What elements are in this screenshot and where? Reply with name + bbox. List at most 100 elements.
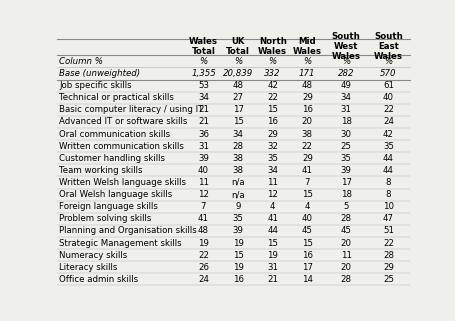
Text: 7: 7 <box>201 202 206 211</box>
Text: 29: 29 <box>302 154 313 163</box>
Text: 21: 21 <box>267 275 278 284</box>
Text: n/a: n/a <box>231 178 245 187</box>
Text: 22: 22 <box>302 142 313 151</box>
Text: 10: 10 <box>383 202 394 211</box>
Text: %: % <box>268 57 277 66</box>
Text: Strategic Management skills: Strategic Management skills <box>59 239 182 247</box>
Text: 45: 45 <box>302 226 313 235</box>
Text: 16: 16 <box>302 251 313 260</box>
Text: 35: 35 <box>233 214 243 223</box>
Text: 21: 21 <box>198 117 209 126</box>
Text: 28: 28 <box>383 251 394 260</box>
Text: 19: 19 <box>198 239 209 247</box>
Text: 24: 24 <box>198 275 209 284</box>
Text: 15: 15 <box>233 117 243 126</box>
Text: 20,839: 20,839 <box>223 69 253 78</box>
Text: 34: 34 <box>341 93 352 102</box>
Text: 42: 42 <box>267 81 278 90</box>
Text: 20: 20 <box>341 263 352 272</box>
Text: 19: 19 <box>267 251 278 260</box>
Text: South
East
Wales: South East Wales <box>374 32 403 62</box>
Text: 44: 44 <box>383 154 394 163</box>
Text: 61: 61 <box>383 81 394 90</box>
Text: Written communication skills: Written communication skills <box>59 142 184 151</box>
Text: 28: 28 <box>233 142 243 151</box>
Text: UK
Total: UK Total <box>226 38 250 56</box>
Text: 22: 22 <box>267 93 278 102</box>
Text: Office admin skills: Office admin skills <box>59 275 138 284</box>
Text: 15: 15 <box>233 251 243 260</box>
Text: 18: 18 <box>341 117 352 126</box>
Text: 51: 51 <box>383 226 394 235</box>
Text: Oral Welsh language skills: Oral Welsh language skills <box>59 190 172 199</box>
Text: 44: 44 <box>267 226 278 235</box>
Text: 28: 28 <box>341 275 352 284</box>
Text: 15: 15 <box>267 239 278 247</box>
Text: 16: 16 <box>302 105 313 114</box>
Text: 31: 31 <box>198 142 209 151</box>
Text: 47: 47 <box>383 214 394 223</box>
Text: 17: 17 <box>341 178 352 187</box>
Text: 22: 22 <box>383 239 394 247</box>
Text: Basic computer literacy / using IT: Basic computer literacy / using IT <box>59 105 203 114</box>
Text: North
Wales: North Wales <box>258 38 287 56</box>
Text: 25: 25 <box>341 142 352 151</box>
Text: Mid
Wales: Mid Wales <box>293 38 322 56</box>
Text: 19: 19 <box>233 239 243 247</box>
Text: 22: 22 <box>383 105 394 114</box>
Text: 40: 40 <box>302 214 313 223</box>
Text: Oral communication skills: Oral communication skills <box>59 130 170 139</box>
Text: %: % <box>234 57 242 66</box>
Text: 49: 49 <box>341 81 352 90</box>
Text: 25: 25 <box>383 275 394 284</box>
Text: 27: 27 <box>233 93 243 102</box>
Text: %: % <box>342 57 350 66</box>
Text: 12: 12 <box>267 190 278 199</box>
Text: 29: 29 <box>302 93 313 102</box>
Text: 30: 30 <box>341 130 352 139</box>
Text: 15: 15 <box>302 239 313 247</box>
Text: 17: 17 <box>302 263 313 272</box>
Text: 26: 26 <box>198 263 209 272</box>
Text: 31: 31 <box>341 105 352 114</box>
Text: 17: 17 <box>233 105 243 114</box>
Text: 1,355: 1,355 <box>191 69 216 78</box>
Text: 45: 45 <box>341 226 352 235</box>
Text: Technical or practical skills: Technical or practical skills <box>59 93 174 102</box>
Text: 18: 18 <box>341 190 352 199</box>
Text: 22: 22 <box>198 251 209 260</box>
Text: 36: 36 <box>198 130 209 139</box>
Text: Foreign language skills: Foreign language skills <box>59 202 158 211</box>
Text: 35: 35 <box>383 142 394 151</box>
Text: 4: 4 <box>270 202 275 211</box>
Text: Job specific skills: Job specific skills <box>59 81 131 90</box>
Text: 11: 11 <box>341 251 352 260</box>
Text: 19: 19 <box>233 263 243 272</box>
Text: 171: 171 <box>299 69 316 78</box>
Text: 9: 9 <box>235 202 241 211</box>
Text: 40: 40 <box>198 166 209 175</box>
Text: 35: 35 <box>267 154 278 163</box>
Text: 20: 20 <box>341 239 352 247</box>
Text: 332: 332 <box>264 69 281 78</box>
Text: Written Welsh language skills: Written Welsh language skills <box>59 178 186 187</box>
Text: 38: 38 <box>233 154 243 163</box>
Text: Advanced IT or software skills: Advanced IT or software skills <box>59 117 187 126</box>
Text: n/a: n/a <box>231 190 245 199</box>
Text: 15: 15 <box>302 190 313 199</box>
Text: 34: 34 <box>267 166 278 175</box>
Text: 40: 40 <box>383 93 394 102</box>
Text: 42: 42 <box>383 130 394 139</box>
Text: Planning and Organisation skills: Planning and Organisation skills <box>59 226 197 235</box>
Text: 34: 34 <box>233 130 243 139</box>
Text: 16: 16 <box>233 275 243 284</box>
Text: 8: 8 <box>386 190 391 199</box>
Text: 31: 31 <box>267 263 278 272</box>
Text: %: % <box>384 57 393 66</box>
Text: %: % <box>199 57 207 66</box>
Text: %: % <box>303 57 311 66</box>
Text: 32: 32 <box>267 142 278 151</box>
Text: South
West
Wales: South West Wales <box>332 32 361 62</box>
Text: 14: 14 <box>302 275 313 284</box>
Text: 20: 20 <box>302 117 313 126</box>
